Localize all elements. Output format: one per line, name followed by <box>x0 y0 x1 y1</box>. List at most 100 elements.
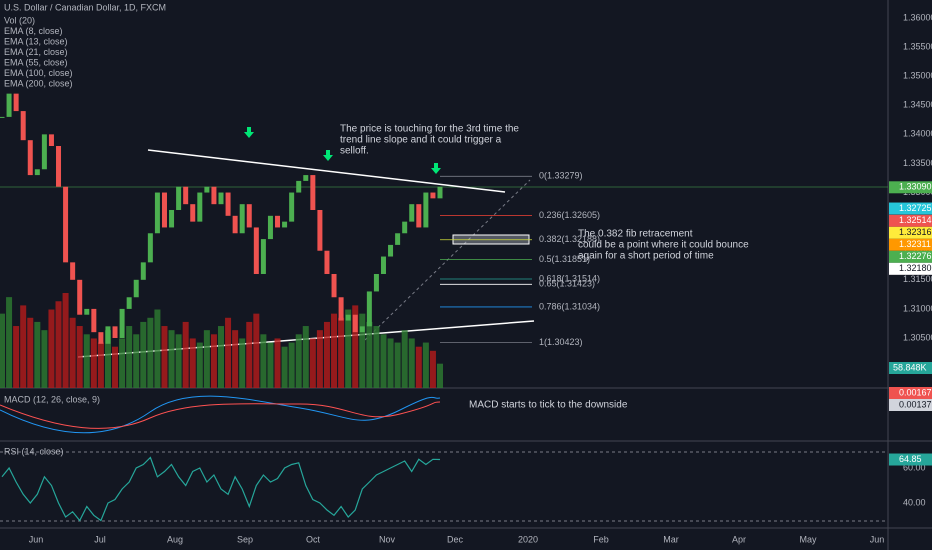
volume-bar <box>239 338 246 388</box>
volume-bar <box>373 326 380 388</box>
price-tick-label: 1.34000 <box>903 129 932 139</box>
indicator-label: EMA (13, close) <box>4 36 68 46</box>
volume-bar <box>69 317 76 388</box>
candle <box>112 326 118 338</box>
volume-bar <box>429 350 436 388</box>
candle <box>437 186 443 199</box>
candle <box>161 192 167 228</box>
time-label: 2020 <box>518 534 538 544</box>
rsi-line <box>1 456 441 522</box>
volume-bar <box>225 317 232 388</box>
volume-bar <box>345 309 352 388</box>
time-label: Jun <box>29 534 44 544</box>
volume-bar <box>352 305 359 388</box>
volume-bar <box>323 321 330 388</box>
candle <box>84 308 90 315</box>
candle <box>310 175 316 210</box>
macd-tag-label: 0.00137 <box>899 399 932 409</box>
volume-bar <box>246 321 253 388</box>
candle <box>140 262 146 280</box>
candle <box>423 192 429 228</box>
candle <box>218 192 224 205</box>
volume-bar <box>189 338 196 388</box>
volume-bar <box>394 342 401 388</box>
fib-trend <box>364 179 531 341</box>
candle <box>303 175 309 181</box>
symbol-title: U.S. Dollar / Canadian Dollar, 1D, FXCM <box>4 2 166 12</box>
price-tick-label: 1.34500 <box>903 100 932 110</box>
time-label: Nov <box>379 534 396 544</box>
candle <box>232 215 238 234</box>
volume-bar <box>97 342 104 388</box>
candle <box>91 308 97 333</box>
price-tag <box>889 181 932 194</box>
volume-bar <box>112 346 119 388</box>
volume-bar <box>331 313 338 388</box>
volume-bar <box>437 363 443 388</box>
price-tag-label: 1.33090 <box>899 182 932 192</box>
candle <box>154 192 160 234</box>
candle <box>204 186 210 193</box>
volume-bar <box>232 330 239 388</box>
candle <box>402 221 408 234</box>
time-label: Apr <box>732 534 746 544</box>
volume-bar <box>210 334 217 388</box>
candle <box>77 279 83 315</box>
price-tag-label: 1.32514 <box>899 215 932 225</box>
candle <box>197 192 203 222</box>
candle <box>63 186 69 263</box>
time-label: Aug <box>167 534 183 544</box>
candle <box>20 111 26 141</box>
volume-bar <box>387 338 394 388</box>
rsi-tick-label: 40.00 <box>903 497 926 507</box>
volume-bar <box>48 309 55 388</box>
candle <box>0 116 5 118</box>
arrow <box>244 127 254 138</box>
indicator-label: Vol (20) <box>4 15 35 25</box>
rsi-label: RSI (14, close) <box>4 446 64 456</box>
indicator-label: EMA (200, close) <box>4 78 73 88</box>
candle <box>352 314 358 333</box>
volume-bar <box>302 326 309 388</box>
candle <box>13 93 19 112</box>
volume-bar <box>90 338 97 388</box>
candle <box>260 239 266 274</box>
fib-label: 0.786(1.31034) <box>539 301 600 311</box>
volume-bar <box>196 342 203 388</box>
volume-bar <box>253 313 260 388</box>
volume-bar <box>295 334 302 388</box>
annotation: The price is touching for the 3rd time t… <box>340 124 519 135</box>
price-tick-label: 1.31500 <box>903 274 932 284</box>
volume-bar <box>338 317 345 388</box>
candle <box>395 233 401 245</box>
candle <box>388 244 394 257</box>
price-tag-label: 1.32311 <box>899 239 931 249</box>
candle <box>56 145 62 187</box>
candle <box>246 204 252 228</box>
time-label: Dec <box>447 534 464 544</box>
annotation: could be a point where it could bounce <box>578 240 749 251</box>
volume-bar <box>415 346 422 388</box>
candle <box>70 262 76 280</box>
annotation: trend line slope and it could trigger a <box>340 135 502 146</box>
candle <box>253 227 259 274</box>
volume-bar <box>76 326 83 388</box>
candle <box>6 93 12 117</box>
volume-bar <box>260 334 267 388</box>
price-tick-label: 1.31000 <box>903 303 932 313</box>
candle <box>225 192 231 216</box>
indicator-label: EMA (21, close) <box>4 47 68 57</box>
fib-label: 0.618(1.31514) <box>539 273 600 283</box>
candle <box>267 215 273 240</box>
volume-bar <box>267 342 274 388</box>
volume-bar <box>175 334 182 388</box>
volume-bar <box>133 334 140 388</box>
price-tag-label: 1.32316 <box>899 227 932 237</box>
candle <box>147 233 153 263</box>
candle <box>34 169 40 176</box>
annotation: again for a short period of time <box>578 251 714 262</box>
candle <box>176 186 182 210</box>
